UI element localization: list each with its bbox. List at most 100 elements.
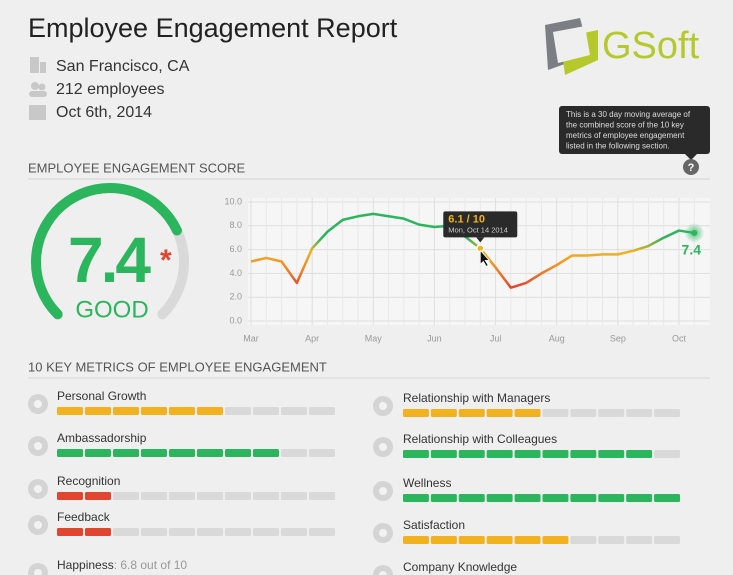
bar-segment	[486, 536, 513, 544]
bar-segment	[169, 407, 195, 415]
bar-segment	[85, 449, 111, 457]
bar-segment-bg	[281, 492, 307, 500]
bar-segment-bg	[113, 528, 139, 536]
bar-segment	[85, 407, 111, 415]
metric-bar	[403, 494, 680, 502]
bar-segment	[514, 409, 541, 417]
bar-segment	[169, 449, 195, 457]
bar-segment-bg	[309, 528, 335, 536]
score-line	[250, 212, 695, 289]
bar-segment	[57, 492, 83, 500]
bar-segment-bg	[309, 492, 335, 500]
bar-segment	[85, 528, 111, 536]
metric-bar	[57, 528, 111, 536]
x-tick-label: May	[365, 333, 383, 343]
bar-segment	[57, 407, 83, 415]
bar-segment-bg	[626, 409, 653, 417]
bar-segment-bg	[113, 492, 139, 500]
metric-icon-glyph	[34, 400, 42, 408]
metric-icon-glyph	[379, 529, 387, 537]
tooltip-line: listed in the following section.	[566, 142, 670, 151]
bar-segment	[85, 492, 111, 500]
bar-segment	[403, 409, 429, 417]
x-tick-label: Aug	[549, 333, 565, 343]
bar-segment	[403, 450, 429, 458]
x-tick-label: Apr	[305, 333, 319, 343]
bar-segment	[141, 449, 167, 457]
bar-segment-bg	[281, 449, 307, 457]
bar-segment	[403, 536, 429, 544]
info-tooltip	[559, 106, 710, 154]
bar-segment	[570, 450, 597, 458]
bar-segment-bg	[169, 528, 195, 536]
bar-segment	[542, 536, 569, 544]
bar-segment	[626, 494, 653, 502]
bar-segment	[542, 494, 569, 502]
bar-segment	[113, 449, 139, 457]
y-tick-label: 2.0	[229, 292, 242, 302]
bar-segment	[458, 494, 485, 502]
bar-segment	[514, 536, 541, 544]
bar-segment	[57, 528, 83, 536]
metric-name: Relationship with Managers	[403, 391, 550, 405]
bar-segment	[225, 449, 251, 457]
metric-name: Feedback	[57, 510, 111, 524]
bar-segment-bg	[626, 536, 653, 544]
metric-name: Recognition	[57, 474, 120, 488]
bar-segment-bg	[654, 536, 680, 544]
x-tick-label: Jul	[490, 333, 502, 343]
bar-segment-bg	[253, 407, 279, 415]
metric-name: Happiness: 6.8 out of 10	[57, 558, 187, 572]
bar-segment	[514, 494, 541, 502]
bar-segment-bg	[570, 536, 597, 544]
bar-segment-bg	[141, 492, 167, 500]
x-tick-label: Oct	[672, 333, 687, 343]
bar-segment	[430, 450, 457, 458]
y-tick-label: 4.0	[229, 268, 242, 278]
bar-segment-bg	[309, 407, 335, 415]
bar-segment	[458, 409, 485, 417]
bar-segment-bg	[654, 450, 680, 458]
bar-segment-bg	[253, 492, 279, 500]
end-label: 7.4	[682, 242, 702, 258]
location: San Francisco, CA	[56, 58, 190, 75]
logo-mark	[545, 18, 598, 75]
hover-arrow	[476, 237, 485, 243]
y-tick-label: 6.0	[229, 244, 242, 254]
bar-segment-bg	[225, 492, 251, 500]
icons	[29, 57, 47, 120]
bar-segment	[486, 409, 513, 417]
hover-value: 6.1 / 10	[448, 213, 485, 225]
bar-segment	[654, 494, 680, 502]
gauge-value	[31, 183, 182, 320]
metric-name: Wellness	[403, 476, 451, 490]
bar-segment-bg	[169, 492, 195, 500]
bar-segment-bg	[570, 409, 597, 417]
bar-segment-bg	[197, 492, 223, 500]
bar-segment	[626, 450, 653, 458]
bar-segment	[430, 494, 457, 502]
date: Oct 6th, 2014	[56, 104, 152, 121]
bar-segment	[430, 536, 457, 544]
metric-name: Relationship with Colleagues	[403, 432, 557, 446]
x-tick-label: Mar	[243, 333, 259, 343]
bar-segment	[403, 494, 429, 502]
bar-segment	[486, 450, 513, 458]
bar-segment	[253, 449, 279, 457]
bar-segment	[113, 407, 139, 415]
metric-icon	[373, 565, 393, 575]
bar-segment	[458, 536, 485, 544]
bar-segment-bg	[197, 528, 223, 536]
cursor	[479, 249, 491, 267]
end-point	[691, 229, 698, 236]
bar-segment	[141, 407, 167, 415]
bar-segment-bg	[225, 528, 251, 536]
bar-segment-bg	[281, 407, 307, 415]
bar-segment	[57, 449, 83, 457]
info-icon[interactable]	[683, 159, 699, 175]
metric-name: Company Knowledge	[403, 560, 517, 574]
bar-segment	[542, 450, 569, 458]
section-title: EMPLOYEE ENGAGEMENT SCORE	[28, 160, 246, 175]
metric-bar	[403, 450, 653, 458]
